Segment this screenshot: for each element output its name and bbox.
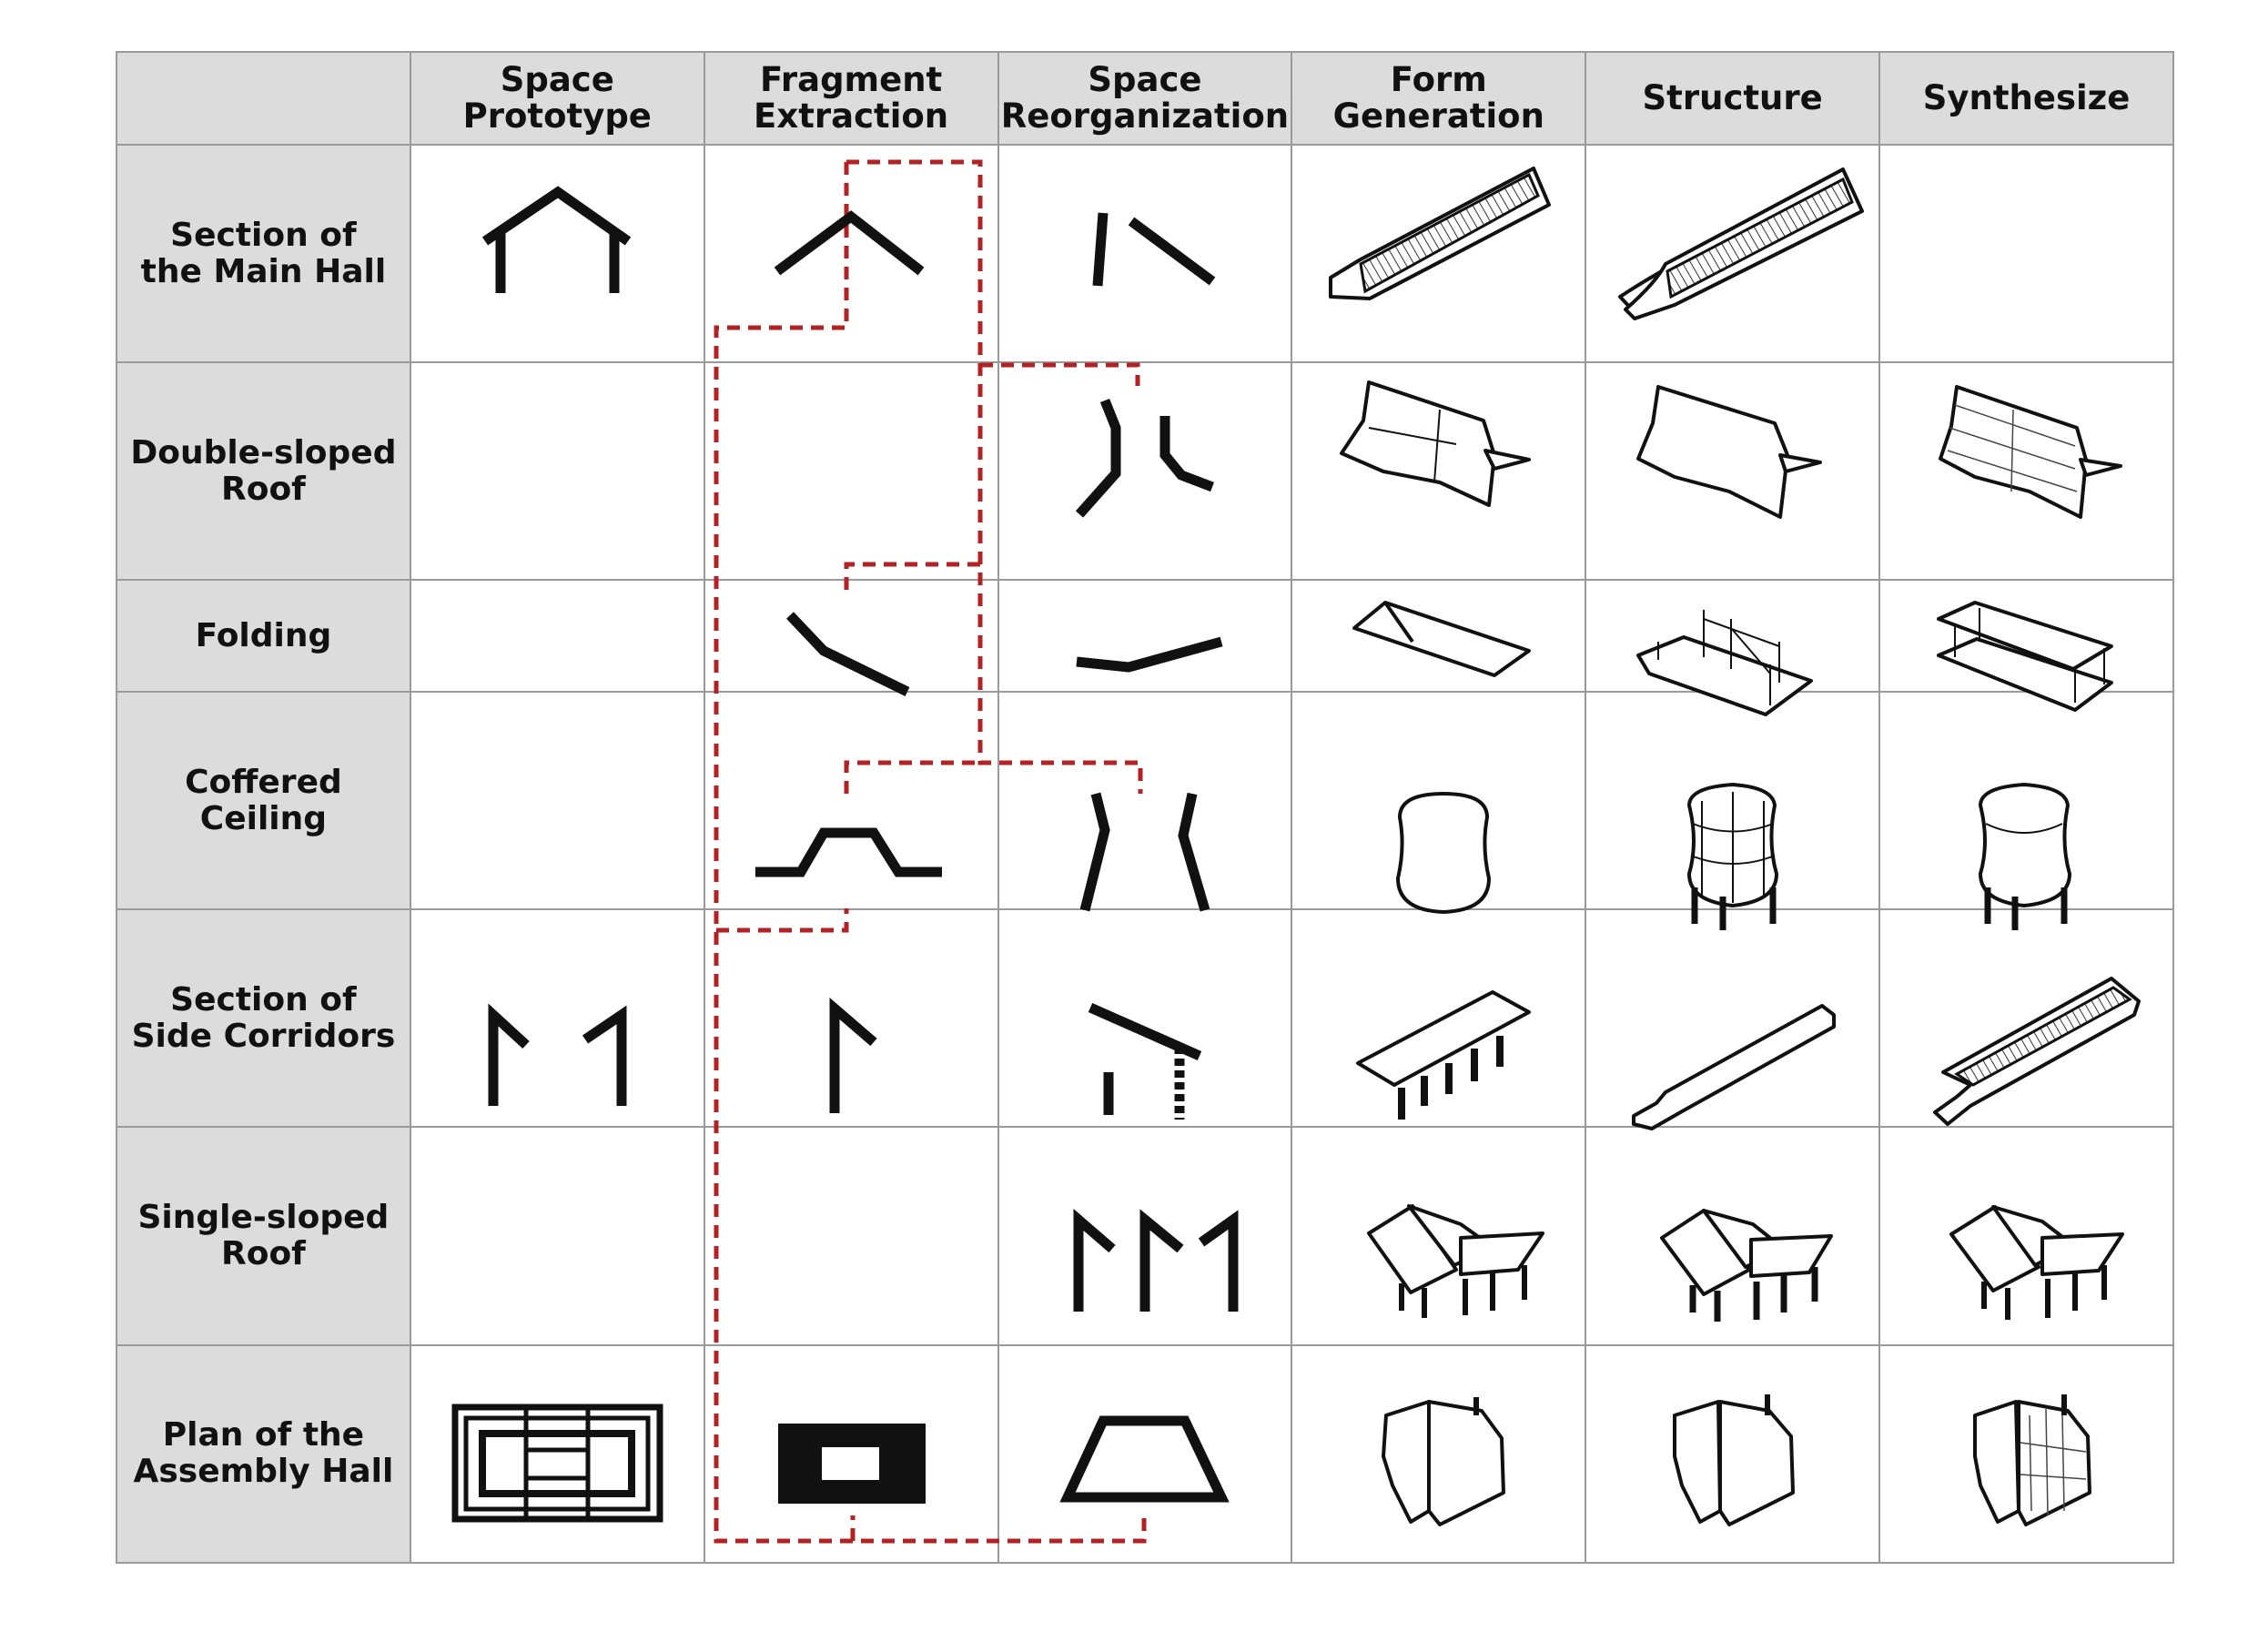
cell [1878,579,2174,693]
cell [997,1343,1293,1565]
row-header-assembly-hall: Plan of the Assembly Hall [116,1343,411,1565]
cell [1585,908,1881,1129]
table-row: Single-sloped Roof [116,1126,2174,1346]
cell [703,1343,999,1565]
cell [1878,143,2174,364]
cell [1878,1126,2174,1346]
header-row: Space Prototype Fragment Extraction Spac… [116,51,2174,146]
cell [997,361,1293,582]
cell [997,908,1293,1129]
row-header-double-sloped-roof: Double-sloped Roof [116,361,411,582]
cell [409,690,705,911]
cell [1878,1343,2174,1565]
cell [1585,579,1881,693]
cell [1585,1126,1881,1346]
cell [997,690,1293,911]
cell [703,690,999,911]
table-row: Coffered Ceiling [116,690,2174,911]
column-header-fragment-extraction: Fragment Extraction [703,51,999,146]
column-header-space-reorganization: Space Reorganization [997,51,1293,146]
process-table: Space Prototype Fragment Extraction Spac… [116,51,2174,1565]
cell [1585,690,1881,911]
cell [1878,690,2174,911]
cell [1585,1343,1881,1565]
cell [1291,690,1587,911]
cell [409,1126,705,1346]
cell [1585,361,1881,582]
row-header-coffered-ceiling: Coffered Ceiling [116,690,411,911]
row-header-single-sloped-roof: Single-sloped Roof [116,1126,411,1346]
cell [1585,143,1881,364]
cell [409,579,705,693]
column-header-form-generation: Form Generation [1291,51,1587,146]
row-header-main-hall: Section of the Main Hall [116,143,411,364]
cell [1878,361,2174,582]
cell [997,1126,1293,1346]
cell [1291,1126,1587,1346]
cell [703,908,999,1129]
cell [1291,1343,1587,1565]
row-header-folding: Folding [116,579,411,693]
cell [703,143,999,364]
cell [1291,143,1587,364]
cell [1291,579,1587,693]
cell [409,143,705,364]
cell [409,908,705,1129]
table-row: Folding [116,579,2174,693]
column-header-structure: Structure [1585,51,1881,146]
cell [703,579,999,693]
table-row: Double-sloped Roof [116,361,2174,582]
column-header-synthesize: Synthesize [1878,51,2174,146]
cell [409,1343,705,1565]
cell [997,143,1293,364]
table-row: Section of Side Corridors [116,908,2174,1129]
table-row: Plan of the Assembly Hall [116,1343,2174,1565]
cell [409,361,705,582]
table-row: Section of the Main Hall [116,143,2174,364]
cell [997,579,1293,693]
cell [1291,361,1587,582]
cell [703,1126,999,1346]
corner-cell [116,51,411,146]
row-header-side-corridors: Section of Side Corridors [116,908,411,1129]
cell [703,361,999,582]
column-header-space-prototype: Space Prototype [409,51,705,146]
cell [1291,908,1587,1129]
cell [1878,908,2174,1129]
